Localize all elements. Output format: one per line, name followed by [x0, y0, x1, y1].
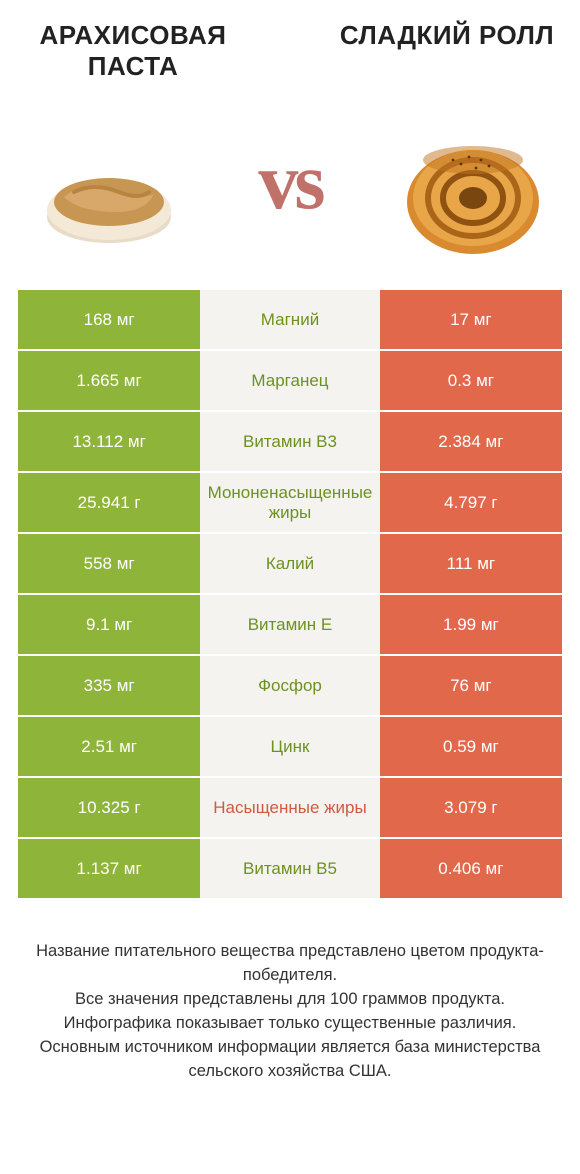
nutrient-row: 335 мгФосфор76 мг [18, 656, 562, 717]
nutrient-name: Витамин E [200, 595, 380, 654]
footnote-line: Инфографика показывает только существенн… [24, 1012, 556, 1036]
food-image-right [389, 99, 554, 264]
value-right: 3.079 г [380, 778, 562, 837]
nutrient-row: 10.325 гНасыщенные жиры3.079 г [18, 778, 562, 839]
footnote-line: Все значения представлены для 100 граммо… [24, 988, 556, 1012]
nutrient-row: 9.1 мгВитамин E1.99 мг [18, 595, 562, 656]
nutrient-name: Насыщенные жиры [200, 778, 380, 837]
nutrient-row: 558 мгКалий111 мг [18, 534, 562, 595]
value-left: 1.137 мг [18, 839, 200, 898]
nutrient-name: Витамин B3 [200, 412, 380, 471]
nutrient-name: Мононенасыщенные жиры [200, 473, 380, 532]
value-left: 558 мг [18, 534, 200, 593]
vs-label: vs [258, 142, 321, 222]
value-left: 25.941 г [18, 473, 200, 532]
value-right: 1.99 мг [380, 595, 562, 654]
title-left: АРАХИСОВАЯ ПАСТА [18, 20, 248, 81]
nutrient-row: 1.137 мгВитамин B50.406 мг [18, 839, 562, 900]
nutrient-row: 1.665 мгМарганец0.3 мг [18, 351, 562, 412]
nutrient-row: 13.112 мгВитамин B32.384 мг [18, 412, 562, 473]
nutrient-name: Марганец [200, 351, 380, 410]
footnotes: Название питательного вещества представл… [18, 940, 562, 1084]
value-left: 9.1 мг [18, 595, 200, 654]
nutrient-name: Калий [200, 534, 380, 593]
food-image-left [26, 99, 191, 264]
value-right: 2.384 мг [380, 412, 562, 471]
value-left: 1.665 мг [18, 351, 200, 410]
nutrient-name: Магний [200, 290, 380, 349]
title-right: СЛАДКИЙ РОЛЛ [332, 20, 562, 51]
value-right: 111 мг [380, 534, 562, 593]
titles-row: АРАХИСОВАЯ ПАСТА СЛАДКИЙ РОЛЛ [18, 20, 562, 81]
footnote-line: Основным источником информации является … [24, 1036, 556, 1084]
nutrient-row: 168 мгМагний17 мг [18, 290, 562, 351]
value-left: 13.112 мг [18, 412, 200, 471]
nutrient-row: 2.51 мгЦинк0.59 мг [18, 717, 562, 778]
nutrient-row: 25.941 гМононенасыщенные жиры4.797 г [18, 473, 562, 534]
value-right: 0.59 мг [380, 717, 562, 776]
images-row: vs [18, 99, 562, 264]
value-right: 4.797 г [380, 473, 562, 532]
value-right: 17 мг [380, 290, 562, 349]
value-right: 0.3 мг [380, 351, 562, 410]
value-right: 76 мг [380, 656, 562, 715]
value-left: 335 мг [18, 656, 200, 715]
nutrient-name: Витамин B5 [200, 839, 380, 898]
value-left: 10.325 г [18, 778, 200, 837]
nutrient-name: Фосфор [200, 656, 380, 715]
comparison-infographic: АРАХИСОВАЯ ПАСТА СЛАДКИЙ РОЛЛ vs [0, 0, 580, 1104]
value-left: 168 мг [18, 290, 200, 349]
value-left: 2.51 мг [18, 717, 200, 776]
nutrient-name: Цинк [200, 717, 380, 776]
value-right: 0.406 мг [380, 839, 562, 898]
nutrient-table: 168 мгМагний17 мг1.665 мгМарганец0.3 мг1… [18, 290, 562, 900]
footnote-line: Название питательного вещества представл… [24, 940, 556, 988]
